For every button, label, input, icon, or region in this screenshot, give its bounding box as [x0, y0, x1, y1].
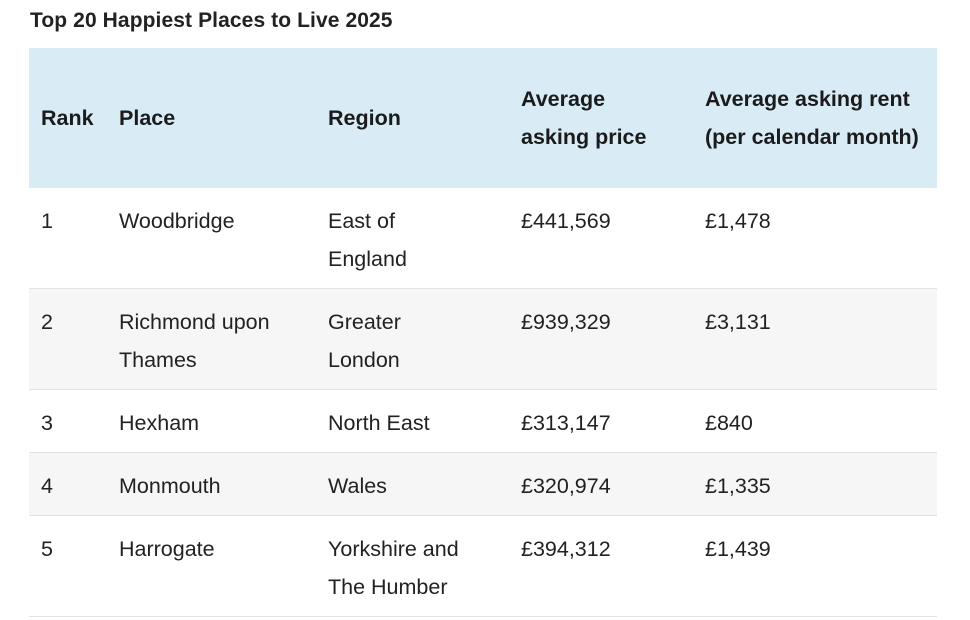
header-rent: Average asking rent (per calendar month)	[705, 87, 919, 149]
header-rank: Rank	[41, 106, 94, 130]
cell-region: Yorkshire and The Humber	[328, 537, 459, 599]
table-title: Top 20 Happiest Places to Live 2025	[30, 9, 393, 32]
cell-rank: 5	[41, 537, 53, 561]
table-row: 3 Hexham North East £313,147 £840	[29, 390, 937, 453]
cell-place: Hexham	[119, 411, 200, 435]
cell-place: Richmond upon Thames	[119, 310, 270, 372]
cell-price: £313,147	[521, 411, 611, 435]
cell-price: £939,329	[521, 310, 611, 334]
header-place: Place	[119, 106, 176, 130]
cell-rent: £1,335	[705, 474, 771, 498]
cell-region: North East	[328, 411, 430, 435]
cell-rank: 4	[41, 474, 53, 498]
table-row: 1 Woodbridge East of England £441,569 £1…	[29, 188, 937, 289]
happiest-places-table: Rank Place Region Average asking price A…	[29, 48, 937, 617]
cell-region: East of England	[328, 209, 407, 271]
header-region: Region	[328, 106, 401, 130]
cell-rank: 2	[41, 310, 53, 334]
table-row: 2 Richmond upon Thames Greater London £9…	[29, 288, 937, 390]
cell-place: Monmouth	[119, 474, 221, 498]
table-row: 4 Monmouth Wales £320,974 £1,335	[29, 452, 937, 516]
cell-price: £441,569	[521, 209, 611, 233]
cell-rank: 1	[41, 209, 53, 233]
cell-rent: £1,439	[705, 537, 771, 561]
cell-rank: 3	[41, 411, 53, 435]
cell-price: £394,312	[521, 537, 611, 561]
cell-place: Harrogate	[119, 537, 215, 561]
cell-place: Woodbridge	[119, 209, 235, 233]
cell-region: Wales	[328, 474, 387, 498]
cell-rent: £1,478	[705, 209, 771, 233]
cell-rent: £3,131	[705, 310, 771, 334]
cell-price: £320,974	[521, 474, 611, 498]
cell-region: Greater London	[328, 310, 401, 372]
table-row: 5 Harrogate Yorkshire and The Humber £39…	[29, 516, 937, 617]
table-header-row: Rank Place Region Average asking price A…	[29, 48, 937, 188]
cell-rent: £840	[705, 411, 753, 435]
header-price: Average asking price	[521, 87, 647, 149]
